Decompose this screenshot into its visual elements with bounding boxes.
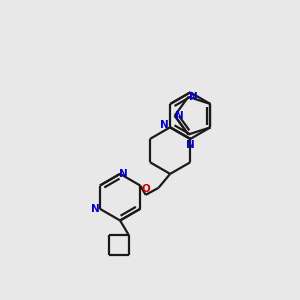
Text: N: N — [160, 120, 169, 130]
Text: N: N — [186, 140, 195, 150]
Text: N: N — [189, 92, 198, 102]
Text: N: N — [119, 169, 128, 179]
Text: N: N — [175, 111, 184, 121]
Text: N: N — [91, 204, 100, 214]
Text: O: O — [141, 184, 150, 194]
